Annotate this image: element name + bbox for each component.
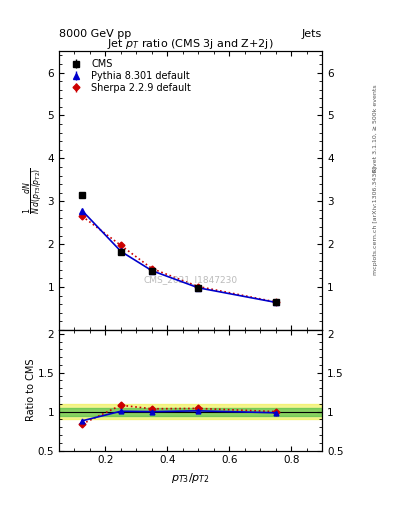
Text: Jets: Jets <box>302 29 322 39</box>
Legend: CMS, Pythia 8.301 default, Sherpa 2.2.9 default: CMS, Pythia 8.301 default, Sherpa 2.2.9 … <box>64 56 194 96</box>
Y-axis label: $\frac{1}{N}\frac{dN}{d(p_{T3}/p_{T2})}$: $\frac{1}{N}\frac{dN}{d(p_{T3}/p_{T2})}$ <box>22 167 46 214</box>
Text: 8000 GeV pp: 8000 GeV pp <box>59 29 131 39</box>
Text: mcplots.cern.ch [arXiv:1306.3436]: mcplots.cern.ch [arXiv:1306.3436] <box>373 166 378 274</box>
Text: CMS_2021_I1847230: CMS_2021_I1847230 <box>143 275 238 284</box>
Text: Rivet 3.1.10, ≥ 500k events: Rivet 3.1.10, ≥ 500k events <box>373 84 378 172</box>
Title: Jet $p_T$ ratio (CMS 3j and Z+2j): Jet $p_T$ ratio (CMS 3j and Z+2j) <box>107 37 274 51</box>
Y-axis label: Ratio to CMS: Ratio to CMS <box>26 359 36 421</box>
X-axis label: $p_{T3}/p_{T2}$: $p_{T3}/p_{T2}$ <box>171 471 210 485</box>
